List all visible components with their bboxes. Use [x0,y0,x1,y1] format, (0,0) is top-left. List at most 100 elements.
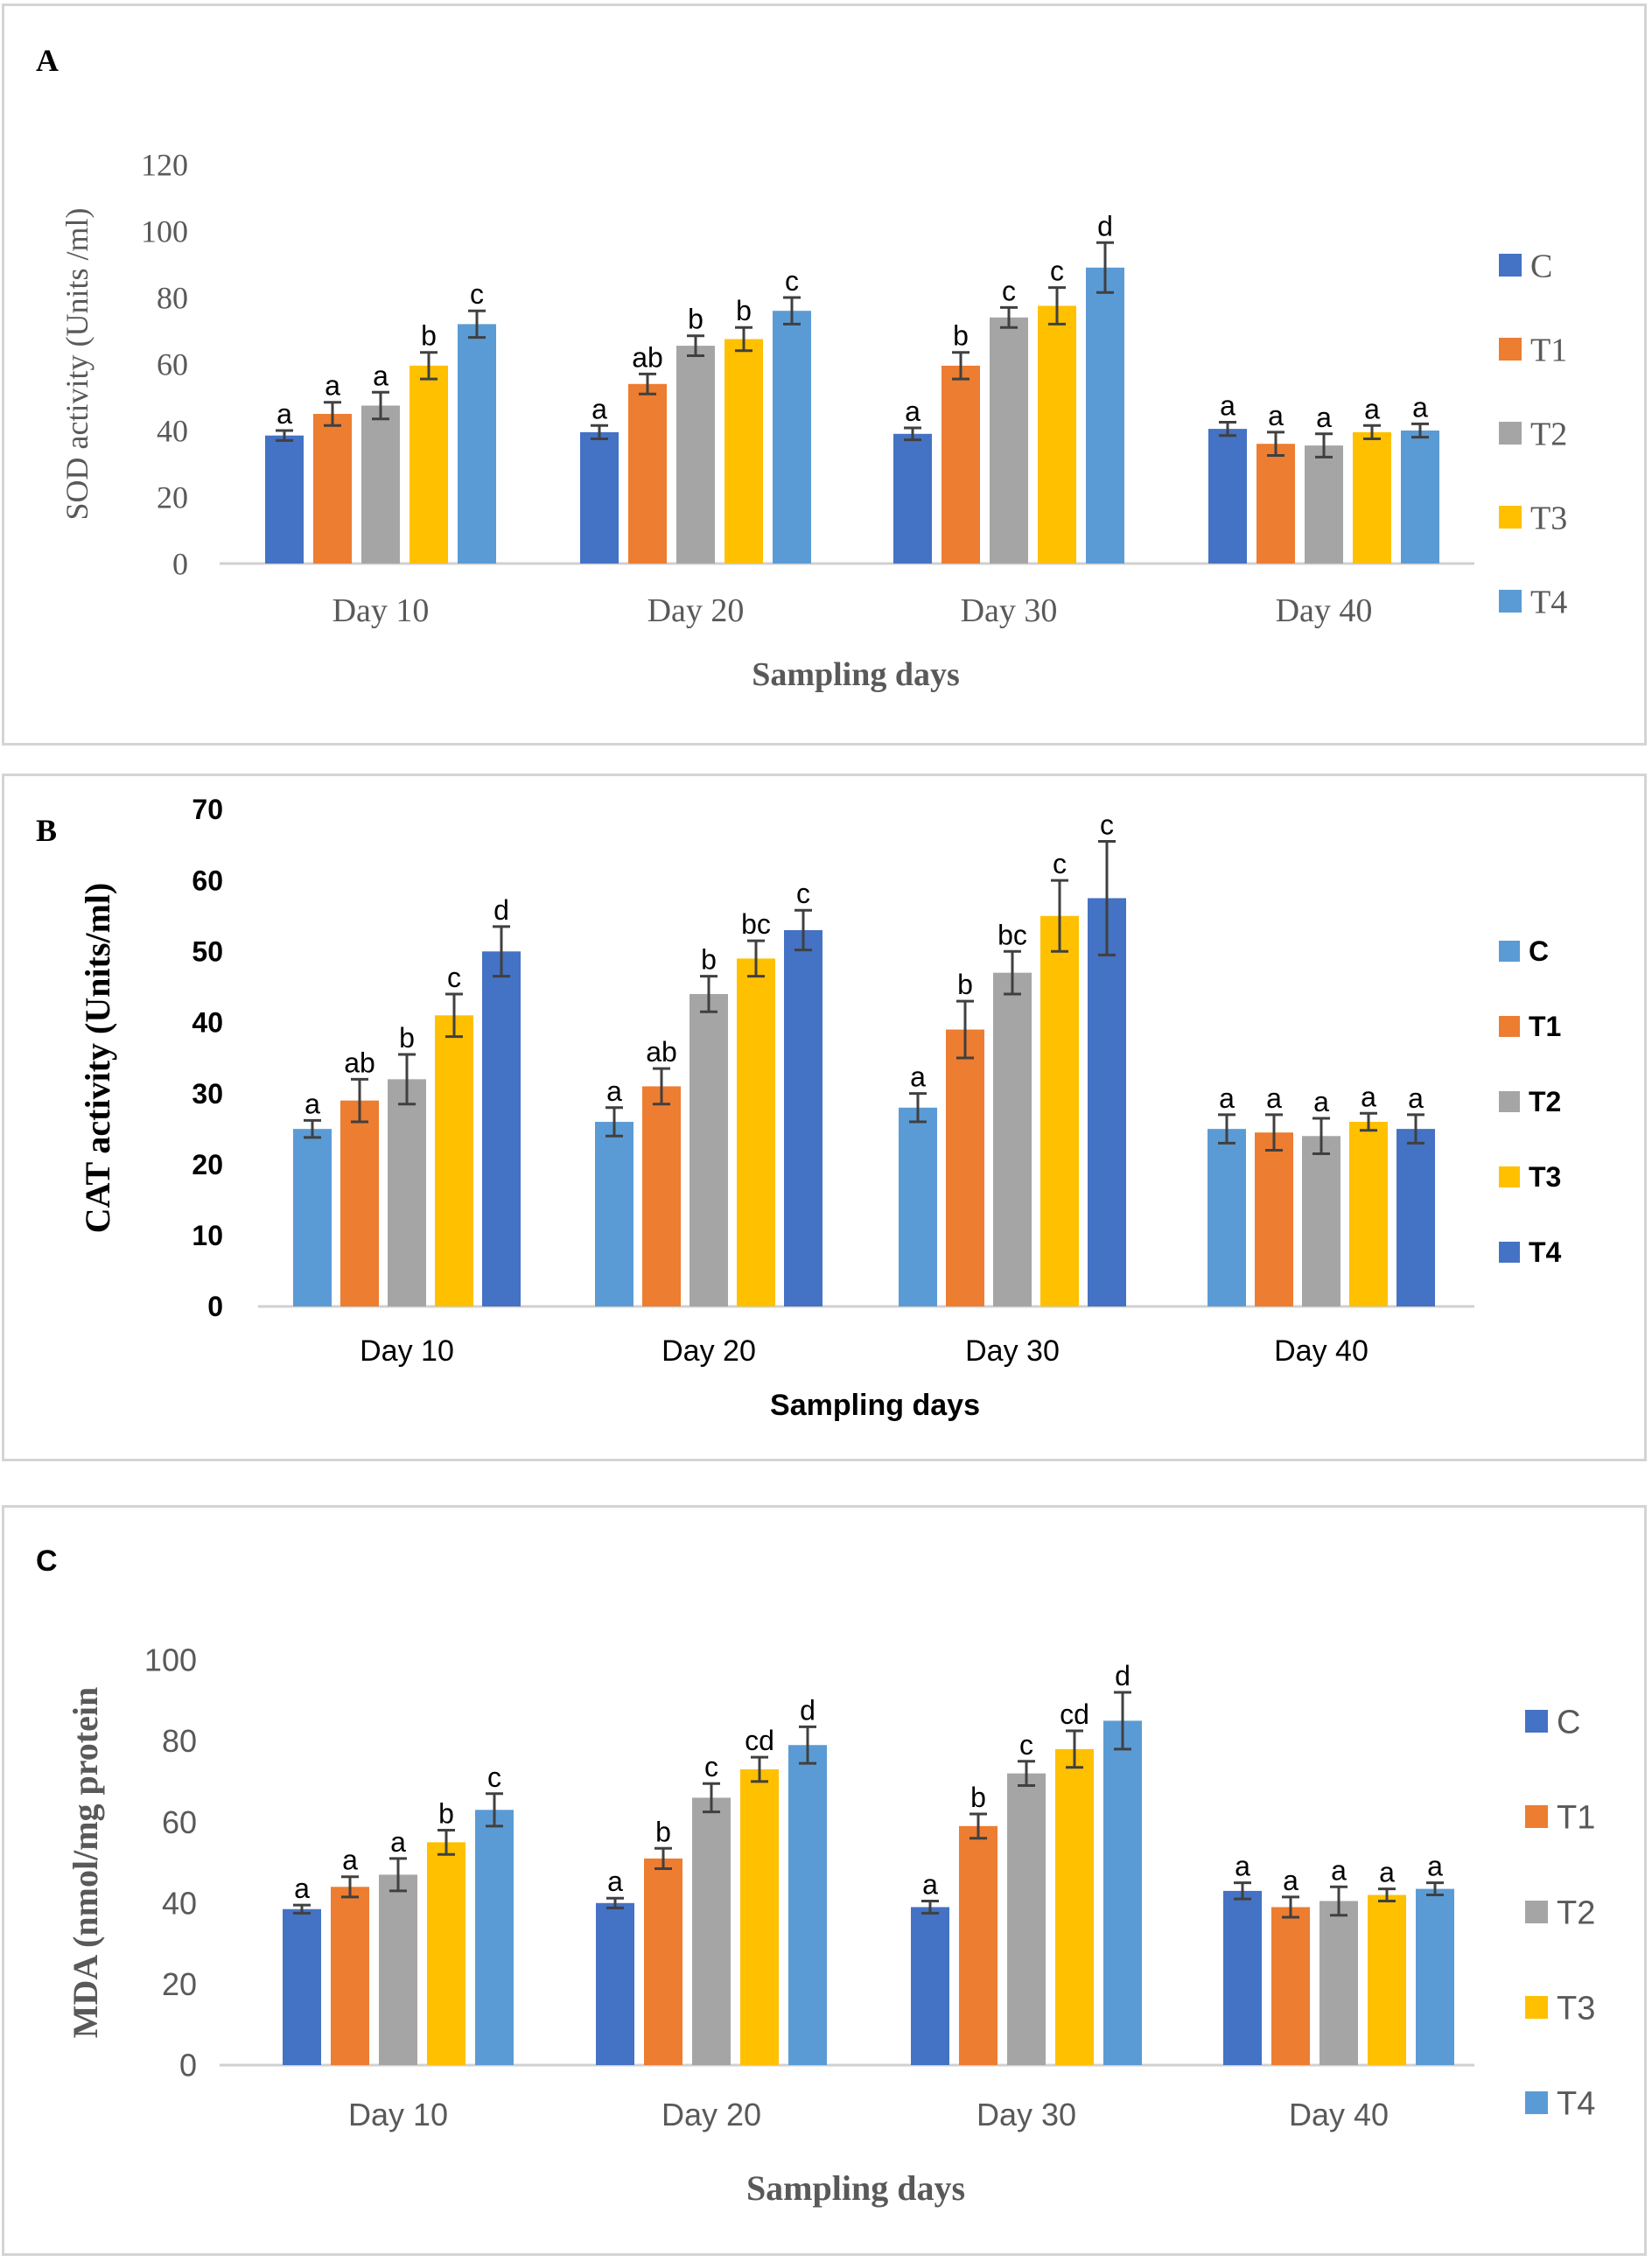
bar [283,1908,321,2065]
bar [340,1100,379,1306]
bar [788,1745,827,2065]
x-category-label: Day 10 [360,1334,454,1368]
bar [1368,1894,1406,2065]
bar [1088,898,1126,1306]
bar [644,1858,682,2065]
significance-letter: a [1412,391,1428,423]
significance-letter: a [1427,1851,1443,1882]
bar [893,433,932,564]
y-tick-label: 40 [157,414,188,449]
y-tick-label: 40 [192,1007,223,1039]
significance-letter: a [1219,1082,1235,1114]
y-axis-title: MDA (nmol/mg protein [66,1687,105,2038]
bar [628,383,667,564]
significance-letter: bc [998,919,1027,950]
bar [1040,915,1079,1306]
y-tick-label: 120 [141,148,188,183]
x-axis-title: Sampling days [770,1389,980,1422]
bar [1208,429,1247,564]
legend-label: T2 [1557,1894,1595,1931]
bar [676,346,715,564]
bar [458,324,496,564]
panel-b: B 0 10 20 30 40 50 60 70 a ab b c d Day 10 a ab b bc c Day 2… [2,774,1647,1461]
significance-letter: a [1266,1082,1282,1114]
x-category-label: Day 20 [648,592,745,629]
significance-letter: a [1379,1857,1395,1888]
significance-letter: b [421,320,437,352]
significance-letter: a [1361,1081,1376,1112]
legend-label: T3 [1530,500,1567,536]
bar [427,1842,466,2065]
y-tick-label: 20 [162,1966,197,2002]
bar [410,365,448,564]
bar [580,431,619,564]
significance-letter: cd [1060,1698,1089,1730]
x-category-label: Day 40 [1289,2097,1389,2132]
bar [990,317,1028,564]
significance-letter: c [785,265,799,297]
bar [1271,1907,1310,2065]
x-axis-title: Sampling days [752,656,960,693]
significance-letter: b [970,1782,986,1813]
legend-swatch [1499,1242,1520,1263]
bar [642,1086,681,1306]
y-tick-label: 60 [157,347,188,382]
legend-swatch [1499,338,1522,361]
bar [379,1874,417,2065]
legend-swatch [1499,422,1522,445]
significance-letter: c [470,278,484,310]
bar [692,1797,731,2065]
x-category-label: Day 10 [348,2097,448,2132]
significance-letter: ab [344,1047,375,1078]
y-tick-label: 0 [172,547,188,582]
significance-letter: b [399,1022,415,1054]
bar [1353,431,1391,564]
legend-label: C [1557,1704,1580,1740]
x-category-label: Day 30 [965,1334,1060,1368]
panel-label: A [36,43,59,78]
significance-letter: a [390,1826,406,1858]
bar [595,1122,634,1306]
legend-swatch [1525,1805,1548,1828]
x-category-label: Day 30 [976,2097,1076,2132]
legend-label: T4 [1557,2085,1595,2122]
significance-letter: c [1002,275,1016,306]
bar [293,1129,332,1306]
significance-letter: a [1408,1082,1424,1114]
y-axis-title: SOD activity (Units /ml) [60,208,94,521]
bar [911,1907,949,2065]
significance-letter: d [494,894,509,926]
legend-swatch [1499,1016,1520,1037]
significance-letter: b [736,295,752,326]
significance-letter: a [922,1868,938,1900]
x-category-label: Day 10 [332,592,430,629]
significance-letter: a [373,360,388,391]
legend-label: T3 [1557,1990,1595,2027]
legend-swatch [1499,254,1522,277]
bar [959,1825,998,2065]
bar [313,414,352,564]
x-category-label: Day 20 [662,1334,756,1368]
bar [1302,1136,1340,1306]
significance-letter: c [1019,1729,1033,1761]
significance-letter: c [1100,809,1114,841]
significance-letter: a [1220,390,1236,422]
legend-label: T1 [1529,1011,1561,1042]
significance-letter: b [957,969,973,1000]
bar [899,1107,937,1306]
y-tick-label: 80 [162,1723,197,1759]
significance-letter: a [342,1845,358,1876]
bar [1305,445,1343,564]
significance-letter: bc [741,908,771,940]
significance-letter: a [910,1061,926,1093]
bar [740,1769,779,2065]
bar [331,1887,369,2065]
significance-letter: ab [632,341,663,373]
legend-label: T4 [1530,584,1567,620]
bar [475,1810,514,2065]
significance-letter: a [607,1866,623,1897]
bar [435,1015,473,1306]
y-tick-label: 60 [162,1804,197,1840]
